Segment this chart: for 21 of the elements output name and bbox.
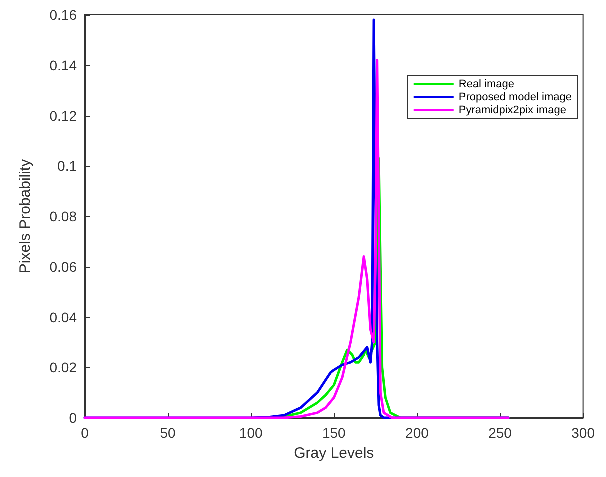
legend-label: Real image [458,78,515,90]
x-tick-label: 0 [81,425,90,441]
y-tick-label: 0.04 [50,309,78,326]
x-axis-title: Gray Levels [294,445,374,462]
x-tick-label: 100 [239,425,263,441]
y-tick-label: 0 [69,410,78,426]
legend-label: Pyramidpix2pix image [458,104,566,116]
y-axis-title: Pixels Probability [17,158,34,274]
x-tick-label: 150 [322,425,346,441]
x-tick-label: 50 [160,425,176,441]
y-tick-label: 0.14 [50,57,78,74]
y-tick-label: 0.02 [50,360,78,376]
y-tick-label: 0.06 [50,258,78,275]
x-tick-label: 200 [406,425,430,441]
legend-label: Proposed model image [458,92,572,104]
y-tick-label: 0.08 [50,208,78,224]
x-tick-label: 300 [572,425,596,441]
x-tick-label: 250 [488,425,512,441]
y-tick-label: 0.16 [50,7,78,23]
y-tick-label: 0.1 [58,158,78,174]
y-tick-label: 0.12 [50,108,78,124]
